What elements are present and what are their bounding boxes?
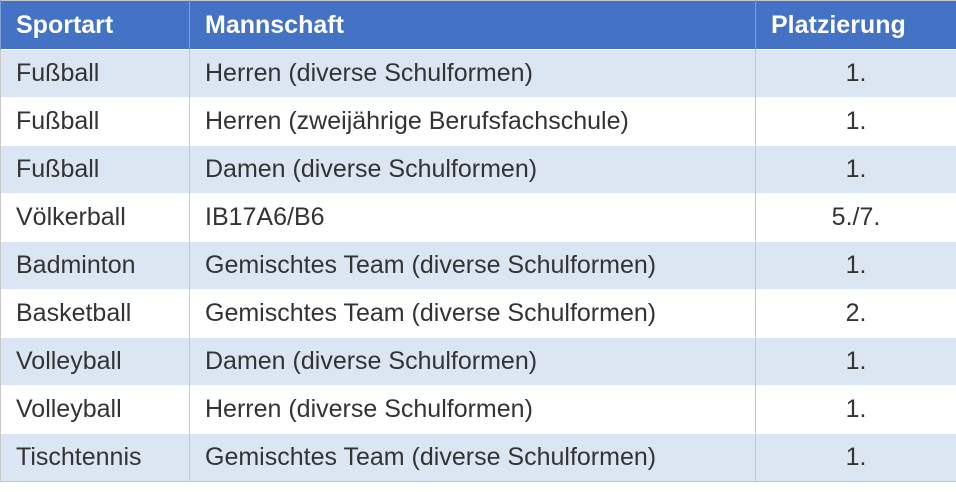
table-row: Volleyball Damen (diverse Schulformen) 1. (0, 337, 956, 386)
table-row: Fußball Herren (diverse Schulformen) 1. (0, 49, 956, 98)
table-row: Badminton Gemischtes Team (diverse Schulf… (0, 241, 956, 290)
cell-mannschaft: Damen (diverse Schulformen) (189, 145, 756, 194)
results-table: Sportart Mannschaft Platzierung Fußball H… (0, 0, 956, 482)
cell-sportart: Volleyball (0, 337, 190, 386)
header-mannschaft: Mannschaft (189, 0, 756, 50)
cell-mannschaft: IB17A6/B6 (189, 193, 756, 242)
cell-sportart: Tischtennis (0, 433, 190, 482)
cell-sportart: Fußball (0, 145, 190, 194)
cell-sportart: Fußball (0, 97, 190, 146)
cell-mannschaft: Herren (zweijährige Berufsfachschule) (189, 97, 756, 146)
cell-platzierung: 1. (755, 433, 956, 482)
cell-platzierung: 1. (755, 97, 956, 146)
cell-mannschaft: Herren (diverse Schulformen) (189, 385, 756, 434)
cell-platzierung: 1. (755, 385, 956, 434)
table-row: Fußball Damen (diverse Schulformen) 1. (0, 145, 956, 194)
cell-mannschaft: Damen (diverse Schulformen) (189, 337, 756, 386)
header-row: Sportart Mannschaft Platzierung (0, 0, 956, 50)
cell-platzierung: 1. (755, 49, 956, 98)
cell-mannschaft: Gemischtes Team (diverse Schulformen) (189, 241, 756, 290)
table-row: Völkerball IB17A6/B6 5./7. (0, 193, 956, 242)
cell-mannschaft: Gemischtes Team (diverse Schulformen) (189, 433, 756, 482)
table-row: Fußball Herren (zweijährige Berufsfachsch… (0, 97, 956, 146)
cell-mannschaft: Gemischtes Team (diverse Schulformen) (189, 289, 756, 338)
cell-platzierung: 1. (755, 145, 956, 194)
table-row: Tischtennis Gemischtes Team (diverse Schu… (0, 433, 956, 482)
cell-platzierung: 5./7. (755, 193, 956, 242)
cell-platzierung: 2. (755, 289, 956, 338)
cell-sportart: Badminton (0, 241, 190, 290)
cell-sportart: Volleyball (0, 385, 190, 434)
cell-platzierung: 1. (755, 337, 956, 386)
table-row: Volleyball Herren (diverse Schulformen) 1. (0, 385, 956, 434)
cell-sportart: Fußball (0, 49, 190, 98)
table-row: Basketball Gemischtes Team (diverse Schul… (0, 289, 956, 338)
header-platzierung: Platzierung (755, 0, 956, 50)
cell-sportart: Völkerball (0, 193, 190, 242)
cell-platzierung: 1. (755, 241, 956, 290)
cell-sportart: Basketball (0, 289, 190, 338)
header-sportart: Sportart (0, 0, 190, 50)
cell-mannschaft: Herren (diverse Schulformen) (189, 49, 756, 98)
